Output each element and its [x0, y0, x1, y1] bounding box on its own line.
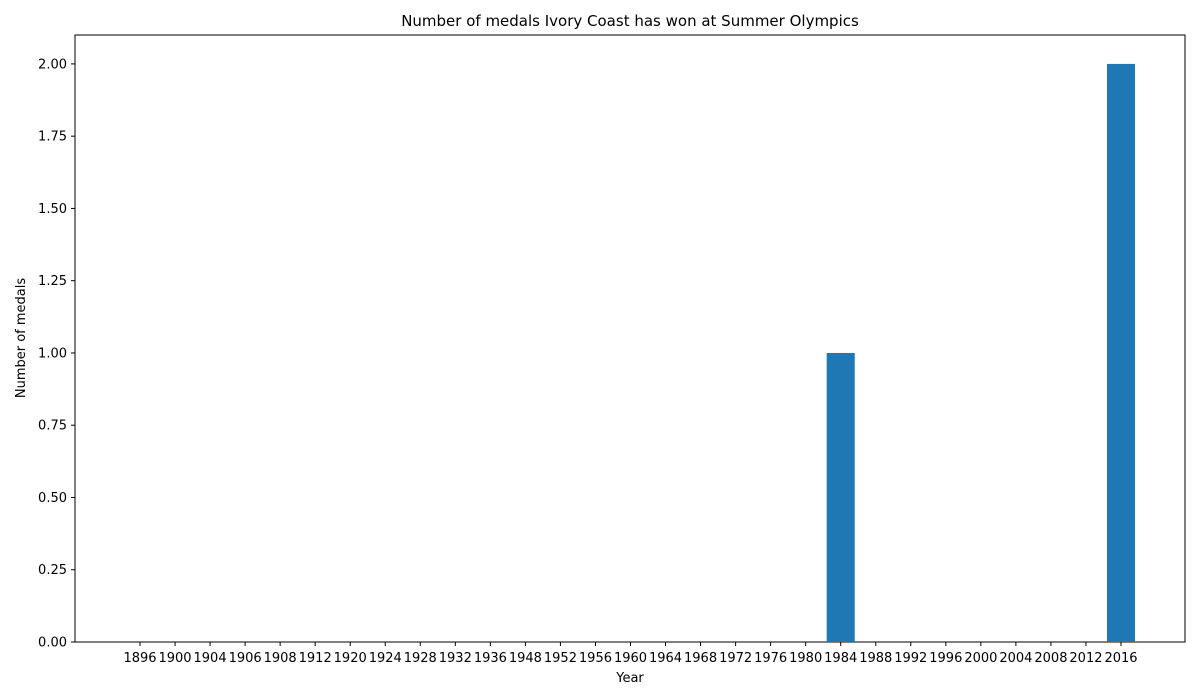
x-tick-label: 1906	[229, 651, 262, 666]
x-tick-label: 1932	[439, 651, 472, 666]
x-tick-label: 1948	[509, 651, 542, 666]
x-tick-label: 1972	[719, 651, 752, 666]
x-tick-label: 1896	[123, 651, 156, 666]
y-tick-label: 1.75	[38, 130, 67, 145]
x-tick-label: 1980	[789, 651, 822, 666]
y-axis: 0.00 0.25 0.50 0.75 1.00 1.25 1.50 1.75 2.00	[38, 57, 75, 651]
x-axis: 1896 1900 1904 1906 1908 1912 1920 1924 1928 1932…	[123, 642, 1138, 666]
x-tick-label: 2008	[1034, 651, 1067, 666]
y-axis-title: Number of medals	[14, 278, 29, 399]
y-tick-label: 0.25	[38, 563, 67, 578]
y-tick-label: 2.00	[38, 57, 67, 72]
x-tick-label: 1968	[684, 651, 717, 666]
x-tick-label: 1988	[859, 651, 892, 666]
plot-area	[74, 34, 1186, 643]
x-tick-label: 1956	[579, 651, 612, 666]
y-tick-label: 1.00	[38, 346, 67, 361]
x-tick-label: 1936	[474, 651, 507, 666]
y-tick-label: 0.75	[38, 419, 67, 434]
x-tick-label: 2000	[964, 651, 997, 666]
bars-group	[826, 63, 1136, 642]
x-tick-label: 1900	[158, 651, 191, 666]
x-tick-label: 1952	[544, 651, 577, 666]
y-tick-label: 1.50	[38, 202, 67, 217]
x-tick-label: 1904	[194, 651, 227, 666]
x-tick-label: 2016	[1104, 651, 1137, 666]
x-tick-label: 1912	[299, 651, 332, 666]
x-tick-label: 1908	[264, 651, 297, 666]
x-tick-label: 2012	[1069, 651, 1102, 666]
plot-frame	[74, 34, 1186, 643]
x-tick-label: 1992	[894, 651, 927, 666]
x-tick-label: 1928	[404, 651, 437, 666]
x-tick-label: 2004	[999, 651, 1032, 666]
x-tick-label: 1996	[929, 651, 962, 666]
x-tick-label: 1964	[649, 651, 682, 666]
chart-title: Number of medals Ivory Coast has won at …	[401, 12, 859, 30]
y-tick-label: 0.00	[38, 636, 67, 651]
x-axis-title: Year	[615, 671, 644, 686]
x-tick-label: 1960	[614, 651, 647, 666]
bar-1984	[826, 352, 855, 642]
bar-2016	[1106, 63, 1136, 642]
x-tick-label: 1924	[369, 651, 402, 666]
x-tick-label: 1984	[824, 651, 857, 666]
x-tick-label: 1920	[334, 651, 367, 666]
y-tick-label: 1.25	[38, 274, 67, 289]
y-tick-label: 0.50	[38, 491, 67, 506]
x-tick-label: 1976	[754, 651, 787, 666]
